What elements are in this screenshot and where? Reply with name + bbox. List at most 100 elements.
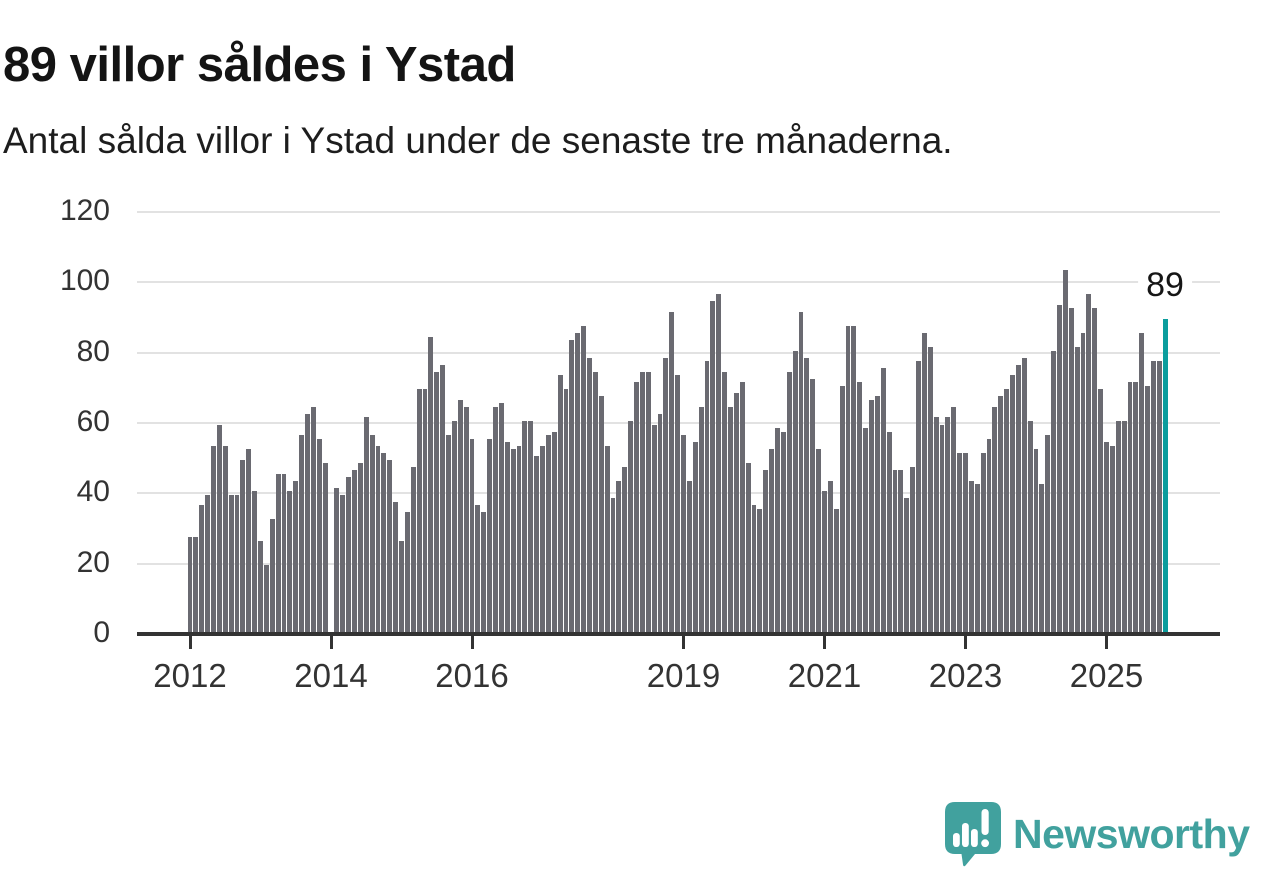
bar — [728, 406, 733, 632]
bar — [869, 399, 874, 632]
bar — [1039, 484, 1045, 632]
bar — [275, 473, 281, 632]
bar — [816, 449, 822, 632]
bar — [346, 477, 352, 632]
chart-subtitle: Antal sålda villor i Ystad under de sena… — [3, 120, 953, 161]
x-axis-label: 2021 — [787, 657, 862, 694]
bar — [669, 311, 675, 632]
bar — [1045, 435, 1051, 632]
bar — [293, 480, 299, 632]
bar — [604, 445, 610, 632]
bar — [1115, 420, 1121, 632]
y-axis-label: 120 — [59, 193, 110, 227]
x-axis-tick — [470, 636, 474, 649]
bar — [469, 438, 475, 632]
bar — [575, 333, 581, 632]
bar — [258, 540, 263, 632]
bar — [1139, 333, 1145, 632]
bar — [845, 326, 851, 632]
bar — [616, 480, 622, 632]
x-axis-label: 2019 — [646, 657, 721, 694]
bar — [404, 512, 410, 632]
y-axis-label: 80 — [76, 334, 110, 368]
bar — [463, 406, 469, 632]
bar — [451, 420, 457, 632]
bar — [387, 459, 393, 632]
bar — [663, 357, 669, 632]
bar — [393, 501, 399, 632]
bar — [769, 449, 775, 632]
x-axis-tick — [1105, 636, 1108, 649]
bar — [698, 406, 704, 632]
bar — [692, 442, 698, 632]
bar-chart-speech-bubble-icon — [945, 802, 1001, 867]
bar — [352, 470, 357, 632]
bar — [416, 389, 422, 632]
bar — [1086, 294, 1092, 632]
bar — [528, 420, 534, 632]
bar — [1015, 364, 1021, 632]
bar — [287, 491, 293, 632]
bar — [716, 294, 722, 632]
bar — [792, 350, 798, 632]
bar — [1080, 333, 1086, 632]
bar — [963, 452, 968, 632]
x-axis-tick — [329, 636, 333, 649]
bar — [305, 413, 310, 632]
newsworthy-logo: Newsworthy — [944, 801, 1250, 868]
y-axis-label: 100 — [59, 264, 110, 298]
bar — [651, 424, 657, 632]
bar — [968, 480, 974, 632]
bar — [428, 336, 434, 632]
bar — [563, 389, 569, 632]
x-axis-tick — [188, 636, 192, 649]
bar — [751, 505, 757, 632]
bar — [299, 435, 305, 632]
bar — [1127, 382, 1133, 632]
bar — [422, 389, 428, 632]
bar — [334, 487, 340, 632]
bar — [1133, 382, 1139, 632]
bar — [610, 498, 616, 632]
bar — [710, 301, 716, 632]
bar — [410, 466, 416, 632]
bar — [910, 466, 916, 632]
brand-name: Newsworthy — [1013, 811, 1250, 857]
bar — [557, 375, 563, 632]
bar — [487, 438, 493, 632]
page-title: 89 villor såldes i Ystad — [3, 37, 516, 92]
bar — [545, 435, 551, 632]
bar — [898, 470, 904, 632]
bar — [863, 428, 869, 632]
bar — [786, 371, 792, 632]
bar — [657, 413, 663, 632]
bar — [587, 357, 592, 632]
bar — [375, 445, 381, 632]
bar — [1057, 304, 1062, 632]
bar — [974, 484, 980, 632]
bar — [1121, 420, 1127, 632]
bar — [540, 445, 545, 632]
bar — [434, 371, 440, 632]
bar — [851, 326, 857, 632]
bar — [234, 494, 240, 632]
bar — [1156, 361, 1162, 632]
bar — [216, 424, 222, 632]
bar — [945, 417, 951, 632]
bar — [581, 326, 587, 632]
bar — [1033, 449, 1039, 632]
bar — [1004, 389, 1010, 632]
bar — [228, 494, 234, 632]
x-axis-label: 2012 — [153, 657, 227, 694]
bar — [634, 382, 639, 632]
bar — [957, 452, 963, 632]
bar — [193, 537, 199, 632]
bar — [951, 406, 957, 632]
x-axis-label: 2014 — [294, 657, 368, 694]
bar — [722, 371, 728, 632]
bar — [686, 480, 692, 632]
highlight-bar — [1162, 319, 1168, 632]
bar — [939, 424, 945, 632]
bar — [904, 498, 910, 632]
y-axis-label: 60 — [76, 404, 110, 438]
